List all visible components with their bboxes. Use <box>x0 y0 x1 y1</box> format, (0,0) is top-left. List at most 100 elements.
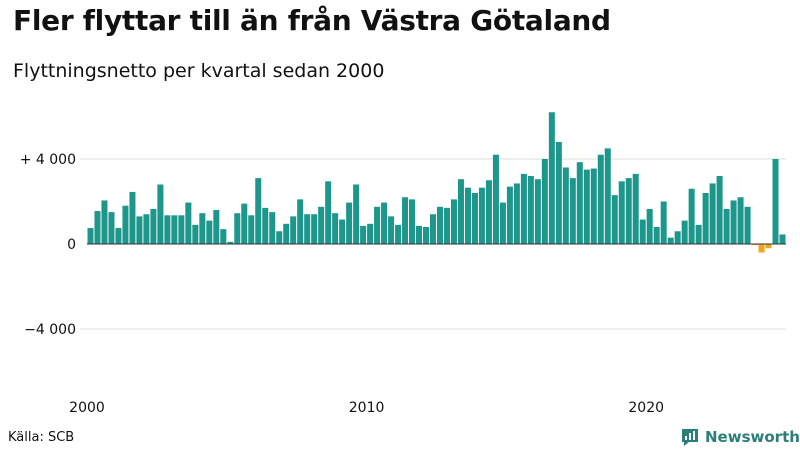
bar <box>262 207 269 244</box>
bar <box>87 228 94 244</box>
chart-title: Fler flyttar till än från Västra Götalan… <box>13 4 611 37</box>
newsworthy-icon <box>682 429 698 446</box>
bar <box>569 178 576 244</box>
bar <box>367 223 374 244</box>
bar <box>625 178 632 244</box>
bar <box>429 214 437 244</box>
bar <box>94 211 101 244</box>
bar <box>737 197 744 244</box>
bar <box>604 148 611 244</box>
bar <box>758 244 765 253</box>
y-tick-label: + 4 000 <box>20 152 76 168</box>
bar <box>157 184 164 244</box>
bar <box>318 206 325 244</box>
bar <box>611 195 618 244</box>
bar <box>478 187 485 244</box>
bar <box>751 244 758 246</box>
bar <box>220 229 227 244</box>
bar <box>653 227 660 244</box>
bar <box>534 179 541 244</box>
bar <box>548 112 555 244</box>
source-note: Källa: SCB <box>8 430 75 445</box>
bar <box>702 193 709 244</box>
brand-logo: Newsworthy <box>680 427 800 447</box>
bar <box>185 202 192 244</box>
bar <box>122 205 129 244</box>
bar <box>213 210 220 244</box>
bar <box>171 215 178 244</box>
bar <box>464 187 471 244</box>
bar <box>150 208 157 244</box>
bar <box>597 154 604 244</box>
bar <box>360 225 367 244</box>
bar <box>667 237 674 244</box>
brand-name: Newsworthy <box>705 428 800 446</box>
bar <box>339 219 346 244</box>
bar <box>234 213 241 244</box>
bar <box>374 206 381 244</box>
bar <box>583 169 590 244</box>
bar <box>541 159 548 244</box>
bar <box>520 173 527 244</box>
bar <box>723 208 730 244</box>
bar <box>639 219 646 244</box>
bar <box>311 214 318 244</box>
bar <box>681 220 688 244</box>
bar <box>269 212 276 244</box>
x-tick-label: 2020 <box>628 400 664 416</box>
bar <box>492 154 499 244</box>
bar <box>674 231 681 244</box>
bar <box>388 216 395 244</box>
bar <box>499 202 506 244</box>
bar <box>450 199 457 244</box>
bar <box>471 193 478 244</box>
bar <box>744 206 751 244</box>
bar <box>485 180 492 244</box>
bar <box>353 184 360 244</box>
bar <box>101 200 108 244</box>
bar <box>178 215 185 244</box>
bar <box>772 159 779 244</box>
bar <box>164 215 171 244</box>
bar <box>416 225 423 244</box>
bar-chart: + 4 000 0 −4 000 2000 2010 2020 <box>20 112 786 416</box>
bar <box>346 202 353 244</box>
bar <box>381 202 388 244</box>
bar <box>283 223 290 244</box>
bar <box>241 203 248 244</box>
bar <box>248 215 255 244</box>
bar <box>730 200 737 244</box>
bar <box>192 224 199 244</box>
bar <box>443 207 450 244</box>
bar <box>590 168 597 244</box>
bar <box>276 231 283 244</box>
y-tick-label: 0 <box>67 237 76 253</box>
bar <box>457 179 464 244</box>
bar <box>646 208 653 244</box>
y-tick-label: −4 000 <box>24 322 76 338</box>
bar <box>115 228 122 244</box>
bar <box>513 183 520 244</box>
bar <box>779 234 786 244</box>
bar <box>290 216 297 244</box>
bar <box>527 176 534 244</box>
bar <box>402 197 409 244</box>
bar <box>143 214 150 244</box>
bar <box>227 241 234 244</box>
bar <box>695 224 702 244</box>
bar <box>506 186 513 244</box>
bar <box>562 167 569 244</box>
bar <box>618 181 625 244</box>
bar <box>199 213 206 244</box>
bar <box>409 199 416 244</box>
bar <box>423 227 430 244</box>
bar <box>332 213 339 244</box>
bar <box>765 244 772 249</box>
chart-subtitle: Flyttningsnetto per kvartal sedan 2000 <box>13 60 385 82</box>
bar <box>395 224 402 244</box>
bar <box>129 191 136 244</box>
bar <box>436 206 444 244</box>
bar <box>632 173 639 244</box>
x-tick-label: 2000 <box>69 400 105 416</box>
bar <box>255 178 262 244</box>
